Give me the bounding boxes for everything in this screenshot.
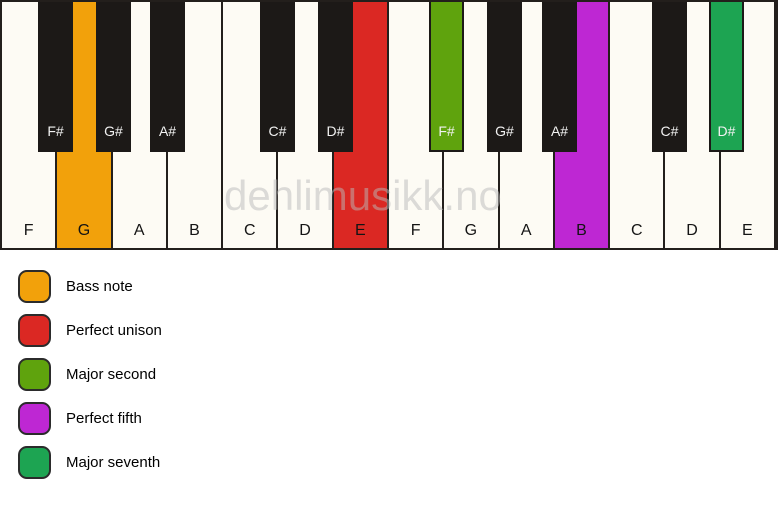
black-key-label: D# — [326, 123, 345, 139]
black-key-label: A# — [158, 123, 177, 139]
legend-item-bass-note: Bass note — [18, 270, 162, 303]
black-key-fsharp1: F# — [38, 2, 73, 152]
legend-label: Bass note — [66, 278, 133, 295]
white-key-label: E — [354, 222, 366, 239]
legend-label: Perfect fifth — [66, 410, 142, 427]
white-key-label: A — [133, 222, 145, 239]
black-key-csharp2: C# — [652, 2, 687, 152]
legend-item-perfect-unison: Perfect unison — [18, 314, 162, 347]
white-key-label: F — [410, 222, 421, 239]
white-key-label: G — [464, 222, 478, 239]
legend-label: Major seventh — [66, 454, 161, 471]
black-key-dsharp2-seventh: D# — [709, 2, 744, 152]
black-key-label: F# — [438, 123, 455, 139]
black-key-csharp1: C# — [260, 2, 295, 152]
black-key-label: F# — [47, 123, 64, 139]
black-key-fsharp2-second: F# — [429, 2, 464, 152]
legend-item-perfect-fifth: Perfect fifth — [18, 402, 162, 435]
black-key-gsharp1: G# — [96, 2, 131, 152]
major-seventh-swatch — [18, 446, 51, 479]
black-key-label: C# — [660, 123, 679, 139]
white-key-label: G — [77, 222, 91, 239]
legend: Bass note Perfect unison Major second Pe… — [18, 270, 162, 479]
black-key-asharp1: A# — [150, 2, 185, 152]
black-key-label: D# — [717, 123, 736, 139]
black-key-label: A# — [550, 123, 569, 139]
white-key-label: C — [243, 222, 256, 239]
white-key-label: E — [741, 222, 753, 239]
piano-keyboard: F G A B C D E F G A B C D E F# G# A# C# … — [0, 0, 778, 250]
legend-item-major-seventh: Major seventh — [18, 446, 162, 479]
black-key-asharp2: A# — [542, 2, 577, 152]
white-key-label: C — [630, 222, 643, 239]
white-key-label: B — [189, 222, 200, 239]
black-key-dsharp1: D# — [318, 2, 353, 152]
white-key-label: F — [23, 222, 34, 239]
black-key-label: G# — [495, 123, 514, 139]
white-key-label: A — [520, 222, 532, 239]
black-key-label: C# — [268, 123, 287, 139]
perfect-fifth-swatch — [18, 402, 51, 435]
legend-label: Major second — [66, 366, 157, 383]
major-second-swatch — [18, 358, 51, 391]
legend-label: Perfect unison — [66, 322, 162, 339]
black-key-label: G# — [104, 123, 123, 139]
black-key-gsharp2: G# — [487, 2, 522, 152]
perfect-unison-swatch — [18, 314, 51, 347]
legend-item-major-second: Major second — [18, 358, 162, 391]
white-key-label: D — [686, 222, 698, 239]
white-key-label: D — [299, 222, 311, 239]
white-key-label: B — [576, 222, 587, 239]
bass-note-swatch — [18, 270, 51, 303]
